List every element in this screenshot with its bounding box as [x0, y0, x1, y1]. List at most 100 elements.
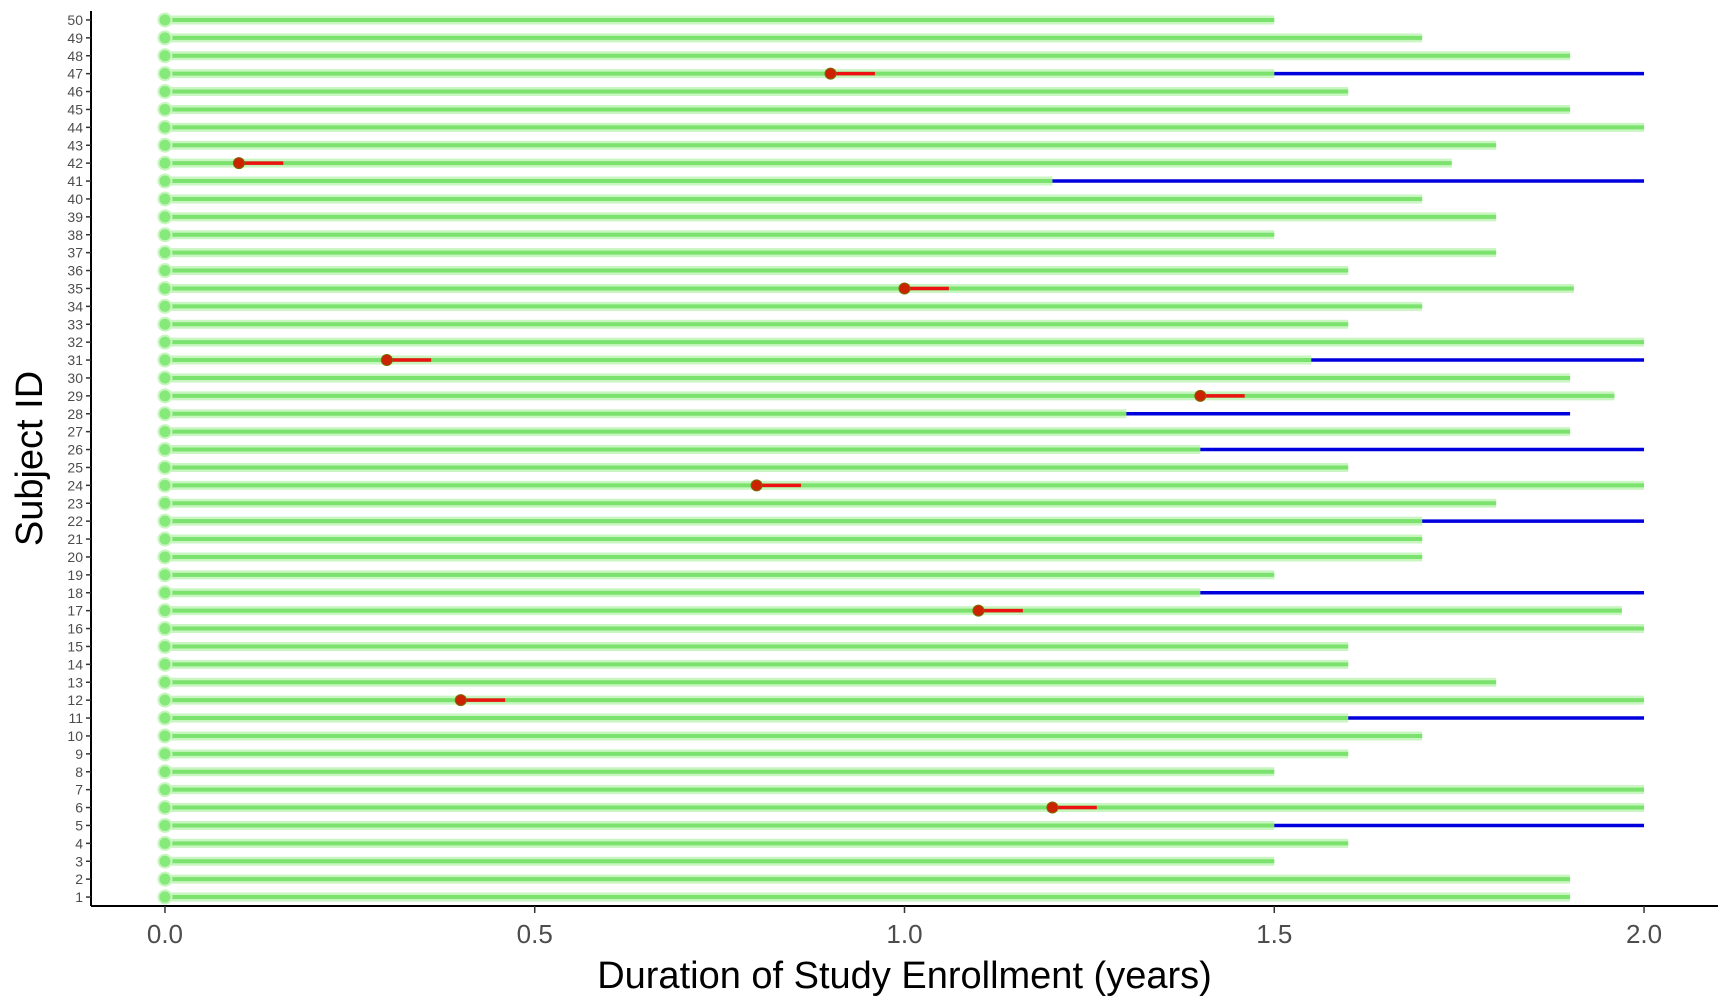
y-tick-label-39: 39: [67, 209, 83, 225]
event-point-17: [972, 604, 985, 617]
y-tick-label-32: 32: [67, 334, 83, 350]
start-point-48: [157, 48, 173, 64]
y-tick-label-2: 2: [75, 871, 83, 887]
start-point-47: [157, 66, 173, 82]
y-tick-label-23: 23: [67, 495, 83, 511]
y-tick-label-8: 8: [75, 764, 83, 780]
start-point-26: [157, 442, 173, 458]
start-point-12: [157, 692, 173, 708]
y-tick-label-33: 33: [67, 316, 83, 332]
x-axis-title: Duration of Study Enrollment (years): [597, 955, 1212, 997]
y-tick-label-19: 19: [67, 567, 83, 583]
start-point-23: [157, 495, 173, 511]
start-point-33: [157, 316, 173, 332]
y-tick-label-43: 43: [67, 137, 83, 153]
start-point-28: [157, 406, 173, 422]
start-point-35: [157, 280, 173, 296]
start-point-25: [157, 459, 173, 475]
y-tick-label-25: 25: [67, 459, 83, 475]
y-tick-label-17: 17: [67, 603, 83, 619]
event-point-42: [232, 157, 245, 170]
y-tick-label-44: 44: [67, 119, 83, 135]
event-point-47: [824, 67, 837, 80]
start-point-46: [157, 84, 173, 100]
start-point-10: [157, 728, 173, 744]
y-tick-label-4: 4: [75, 835, 83, 851]
start-point-49: [157, 30, 173, 46]
start-point-3: [157, 853, 173, 869]
start-point-32: [157, 334, 173, 350]
start-point-16: [157, 621, 173, 637]
start-point-17: [157, 603, 173, 619]
start-point-41: [157, 173, 173, 189]
event-point-6: [1046, 801, 1059, 814]
y-tick-label-28: 28: [67, 406, 83, 422]
start-point-1: [157, 889, 173, 905]
x-tick-label-2: 1.0: [886, 919, 922, 949]
start-point-43: [157, 137, 173, 153]
y-tick-label-35: 35: [67, 280, 83, 296]
start-point-29: [157, 388, 173, 404]
event-point-12: [454, 694, 467, 707]
y-tick-label-13: 13: [67, 674, 83, 690]
start-point-14: [157, 656, 173, 672]
y-tick-label-22: 22: [67, 513, 83, 529]
start-point-22: [157, 513, 173, 529]
y-tick-label-20: 20: [67, 549, 83, 565]
start-point-18: [157, 585, 173, 601]
y-tick-label-50: 50: [67, 12, 83, 28]
start-point-37: [157, 245, 173, 261]
start-point-38: [157, 227, 173, 243]
x-tick-label-0: 0.0: [147, 919, 183, 949]
start-point-45: [157, 101, 173, 117]
y-tick-label-48: 48: [67, 48, 83, 64]
y-tick-label-15: 15: [67, 638, 83, 654]
y-tick-label-3: 3: [75, 853, 83, 869]
y-tick-label-49: 49: [67, 30, 83, 46]
start-point-39: [157, 209, 173, 225]
y-tick-label-1: 1: [75, 889, 83, 905]
start-markers: [157, 12, 173, 905]
y-tick-label-9: 9: [75, 746, 83, 762]
start-point-4: [157, 835, 173, 851]
y-tick-label-37: 37: [67, 245, 83, 261]
start-point-24: [157, 477, 173, 493]
event-markers: [232, 67, 1245, 814]
y-tick-label-47: 47: [67, 66, 83, 82]
enrollment-bars: [164, 15, 1645, 902]
start-point-8: [157, 764, 173, 780]
y-tick-label-46: 46: [67, 84, 83, 100]
y-tick-label-42: 42: [67, 155, 83, 171]
y-tick-label-7: 7: [75, 782, 83, 798]
y-tick-label-16: 16: [67, 621, 83, 637]
start-point-6: [157, 800, 173, 816]
y-tick-label-38: 38: [67, 227, 83, 243]
start-point-50: [157, 12, 173, 28]
y-tick-label-36: 36: [67, 263, 83, 279]
start-point-5: [157, 817, 173, 833]
y-tick-label-31: 31: [67, 352, 83, 368]
y-tick-label-11: 11: [68, 710, 83, 726]
event-point-24: [750, 479, 763, 492]
y-tick-label-41: 41: [67, 173, 83, 189]
start-point-20: [157, 549, 173, 565]
start-point-21: [157, 531, 173, 547]
event-point-31: [380, 354, 393, 367]
start-point-34: [157, 298, 173, 314]
y-tick-label-10: 10: [67, 728, 83, 744]
start-point-36: [157, 263, 173, 279]
y-tick-label-34: 34: [67, 298, 83, 314]
start-point-2: [157, 871, 173, 887]
start-point-31: [157, 352, 173, 368]
y-tick-label-27: 27: [67, 424, 83, 440]
start-point-9: [157, 746, 173, 762]
start-point-19: [157, 567, 173, 583]
y-tick-label-45: 45: [67, 101, 83, 117]
y-tick-label-24: 24: [67, 477, 83, 493]
start-point-7: [157, 782, 173, 798]
start-point-44: [157, 119, 173, 135]
y-tick-label-18: 18: [67, 585, 83, 601]
y-tick-label-5: 5: [75, 817, 83, 833]
start-point-42: [157, 155, 173, 171]
